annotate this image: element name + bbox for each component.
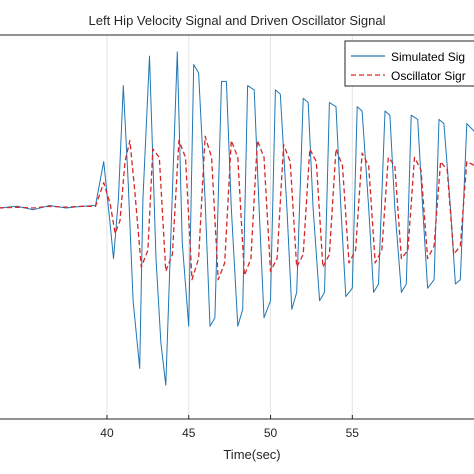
legend: Simulated Sig Oscillator Sigr — [344, 40, 474, 87]
x-axis-ticks: 40 45 50 55 — [100, 415, 359, 440]
x-axis-label: Time(sec) — [223, 447, 280, 462]
series-line-1 — [0, 51, 474, 386]
legend-box — [344, 40, 474, 87]
x-tick-label: 55 — [346, 426, 360, 440]
plot-area-frame — [0, 34, 474, 420]
x-tick-label: 50 — [264, 426, 278, 440]
series-line-2 — [0, 135, 474, 281]
chart-title: Left Hip Velocity Signal and Driven Osci… — [89, 13, 386, 28]
legend-label-series-1: Simulated Sig — [391, 50, 465, 64]
legend-label-series-2: Oscillator Sigr — [391, 69, 466, 83]
x-tick-label: 45 — [182, 426, 196, 440]
series-layer — [0, 51, 474, 386]
x-tick-label: 40 — [100, 426, 114, 440]
